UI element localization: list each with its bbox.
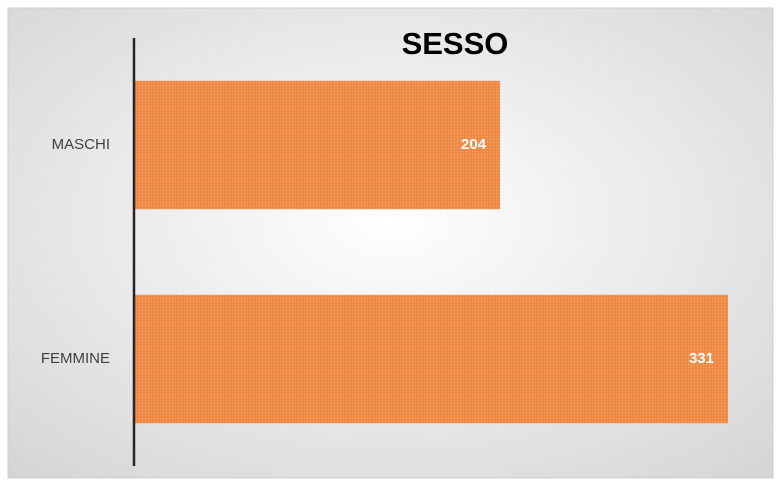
y-tick-label: FEMMINE (41, 350, 110, 367)
value-label: 204 (461, 136, 487, 153)
y-tick-label: MASCHI (52, 136, 110, 153)
chart-title: SESSO (402, 26, 509, 61)
bar-texture (134, 80, 501, 210)
value-label: 331 (689, 350, 714, 367)
bar-texture (134, 294, 728, 424)
